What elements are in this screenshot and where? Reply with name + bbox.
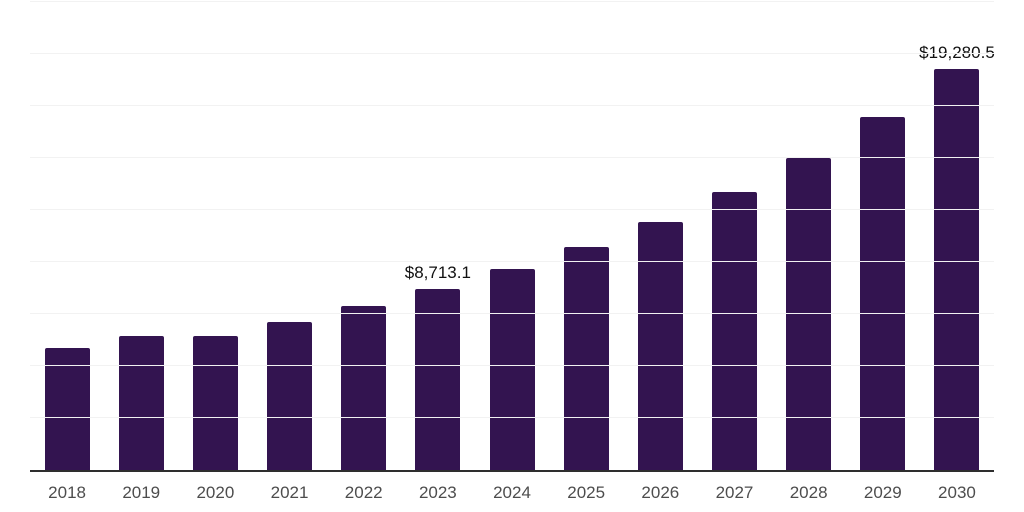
bar-slot-2019 xyxy=(104,2,178,470)
bar-2026 xyxy=(637,221,683,470)
bar-2021 xyxy=(267,321,313,470)
bar-2019 xyxy=(118,335,164,470)
bar-2020 xyxy=(192,335,238,470)
bar-2022 xyxy=(341,305,387,470)
bar-slot-2020 xyxy=(178,2,252,470)
bar-slot-2023: $8,713.1 xyxy=(401,2,475,470)
bar-2025 xyxy=(563,247,609,470)
x-tick-label-2025: 2025 xyxy=(567,483,606,502)
data-label-2030: $19,280.5 xyxy=(919,43,995,63)
gridline xyxy=(30,105,994,106)
bar-slot-2029 xyxy=(846,2,920,470)
gridline xyxy=(30,313,994,315)
gridline xyxy=(30,365,994,366)
x-tick-label-2030: 2030 xyxy=(938,483,976,502)
gridline xyxy=(30,157,994,159)
x-tick-label-2022: 2022 xyxy=(344,483,383,502)
gridline xyxy=(30,53,994,54)
x-tick-label-2018: 2018 xyxy=(48,483,86,502)
x-tick-label-2029: 2029 xyxy=(863,483,902,502)
x-tick-label-2023: 2023 xyxy=(418,483,457,502)
bar-2029 xyxy=(860,117,906,470)
gridline xyxy=(30,261,994,262)
gridline xyxy=(30,417,994,418)
bar-slot-2022 xyxy=(327,2,401,470)
bar-slot-2028 xyxy=(772,2,846,470)
bar-2023 xyxy=(415,288,461,470)
bar-slot-2018 xyxy=(30,2,104,470)
bar-slot-2025 xyxy=(549,2,623,470)
bar-slot-2030: $19,280.5 xyxy=(919,2,995,470)
bar-slot-2027 xyxy=(697,2,771,470)
gridline xyxy=(30,1,994,2)
gridline xyxy=(30,209,994,210)
x-tick-label-2021: 2021 xyxy=(270,483,309,502)
x-axis-tick-labels: 2018 2019 2020 2021 2022 2023 2024 2025 2026 2027… xyxy=(30,483,994,503)
bar-2018 xyxy=(44,347,90,470)
bar-slot-2026 xyxy=(623,2,697,470)
x-tick-label-2020: 2020 xyxy=(196,483,235,502)
x-tick-label-2027: 2027 xyxy=(715,483,754,502)
data-label-2023: $8,713.1 xyxy=(404,263,471,283)
bar-2027 xyxy=(711,191,757,470)
x-tick-label-2024: 2024 xyxy=(493,483,531,502)
x-tick-label-2019: 2019 xyxy=(122,483,161,502)
plot-area: $8,713.1 $19,280.5 xyxy=(30,1,995,472)
bar-slot-2024 xyxy=(475,2,549,470)
bar-slot-2021 xyxy=(252,2,326,470)
x-tick-label-2026: 2026 xyxy=(641,483,680,502)
bars-row: $8,713.1 $19,280.5 xyxy=(30,2,995,470)
bar-2030 xyxy=(934,68,980,470)
bar-2024 xyxy=(489,269,535,470)
x-tick-label-2028: 2028 xyxy=(789,483,828,502)
